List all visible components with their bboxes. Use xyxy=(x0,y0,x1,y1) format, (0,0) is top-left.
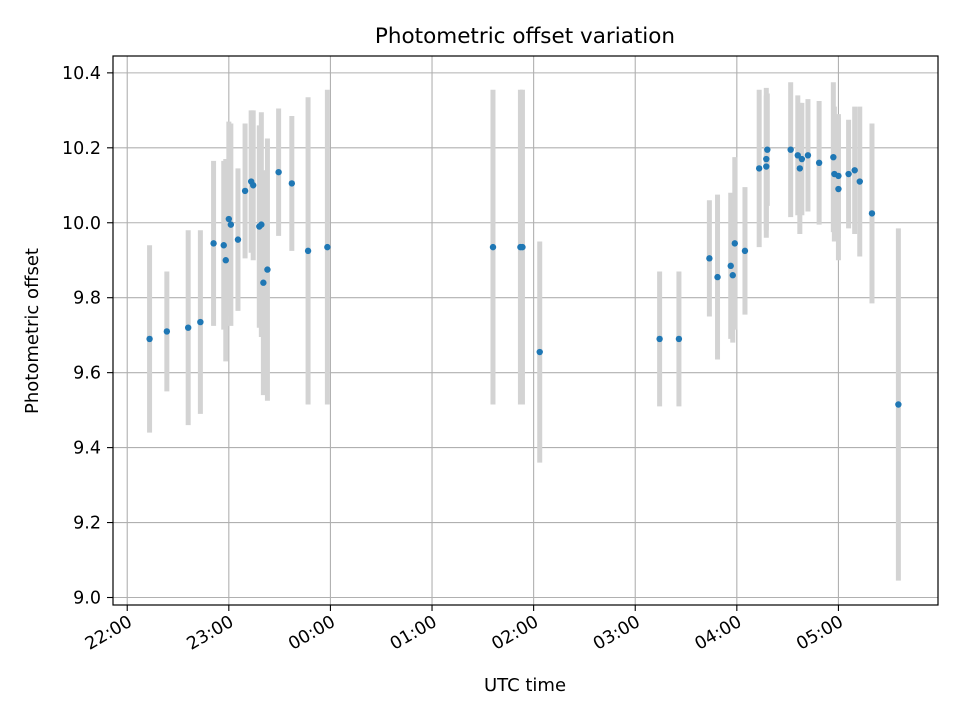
data-point xyxy=(519,243,526,251)
y-tick-label: 10.4 xyxy=(62,64,101,84)
data-point xyxy=(489,243,497,251)
data-point xyxy=(796,165,804,172)
data-point xyxy=(815,159,823,167)
data-point xyxy=(264,266,271,273)
data-point xyxy=(830,153,837,161)
y-tick-label: 9.0 xyxy=(73,589,101,609)
data-point xyxy=(729,272,736,279)
data-point xyxy=(258,221,265,228)
data-point xyxy=(764,146,771,153)
data-point xyxy=(763,163,770,170)
data-point xyxy=(163,328,171,335)
data-point xyxy=(210,240,217,247)
y-axis-ticks: 9.0 9.2 9.4 9.6 9.8 10.0 10.2 10.4 xyxy=(62,64,113,609)
data-point xyxy=(304,247,312,255)
y-tick-label: 10.0 xyxy=(62,214,101,234)
data-point xyxy=(845,170,852,178)
y-axis-label: Photometric offset xyxy=(22,248,43,414)
data-point xyxy=(234,236,242,243)
chart-title: Photometric offset variation xyxy=(375,24,675,49)
data-point xyxy=(804,152,812,159)
data-point xyxy=(227,221,235,228)
data-point xyxy=(851,167,858,174)
y-tick-label: 9.2 xyxy=(73,514,101,534)
data-point xyxy=(184,324,192,331)
data-point xyxy=(714,273,721,281)
y-tick-label: 9.4 xyxy=(73,439,101,459)
data-point xyxy=(763,155,770,163)
data-point xyxy=(706,255,713,262)
data-point xyxy=(656,335,663,343)
y-tick-label: 10.2 xyxy=(62,139,101,159)
data-point xyxy=(250,182,257,189)
data-point xyxy=(275,168,282,176)
plot-frame xyxy=(112,55,939,606)
data-point xyxy=(895,401,902,408)
data-point xyxy=(798,155,806,163)
data-point xyxy=(835,172,842,180)
data-point xyxy=(241,187,249,195)
data-point xyxy=(225,215,233,223)
data-point xyxy=(146,335,153,343)
data-point xyxy=(222,257,229,264)
data-point xyxy=(727,262,734,270)
data-point xyxy=(288,180,296,187)
data-points xyxy=(146,146,902,408)
y-tick-label: 9.8 xyxy=(73,289,101,309)
data-point xyxy=(536,348,543,356)
x-axis-label: UTC time xyxy=(484,675,566,696)
data-point xyxy=(755,165,763,172)
data-point xyxy=(794,152,801,159)
data-point xyxy=(835,185,842,193)
data-point xyxy=(741,247,749,255)
y-tick-label: 9.6 xyxy=(73,364,101,384)
data-point xyxy=(675,335,683,343)
data-point xyxy=(731,240,738,247)
data-point xyxy=(197,318,204,326)
data-point xyxy=(220,242,227,249)
data-point xyxy=(787,146,794,153)
data-point xyxy=(868,210,876,217)
data-point xyxy=(260,279,267,286)
data-point xyxy=(324,243,331,251)
data-point xyxy=(856,178,863,185)
